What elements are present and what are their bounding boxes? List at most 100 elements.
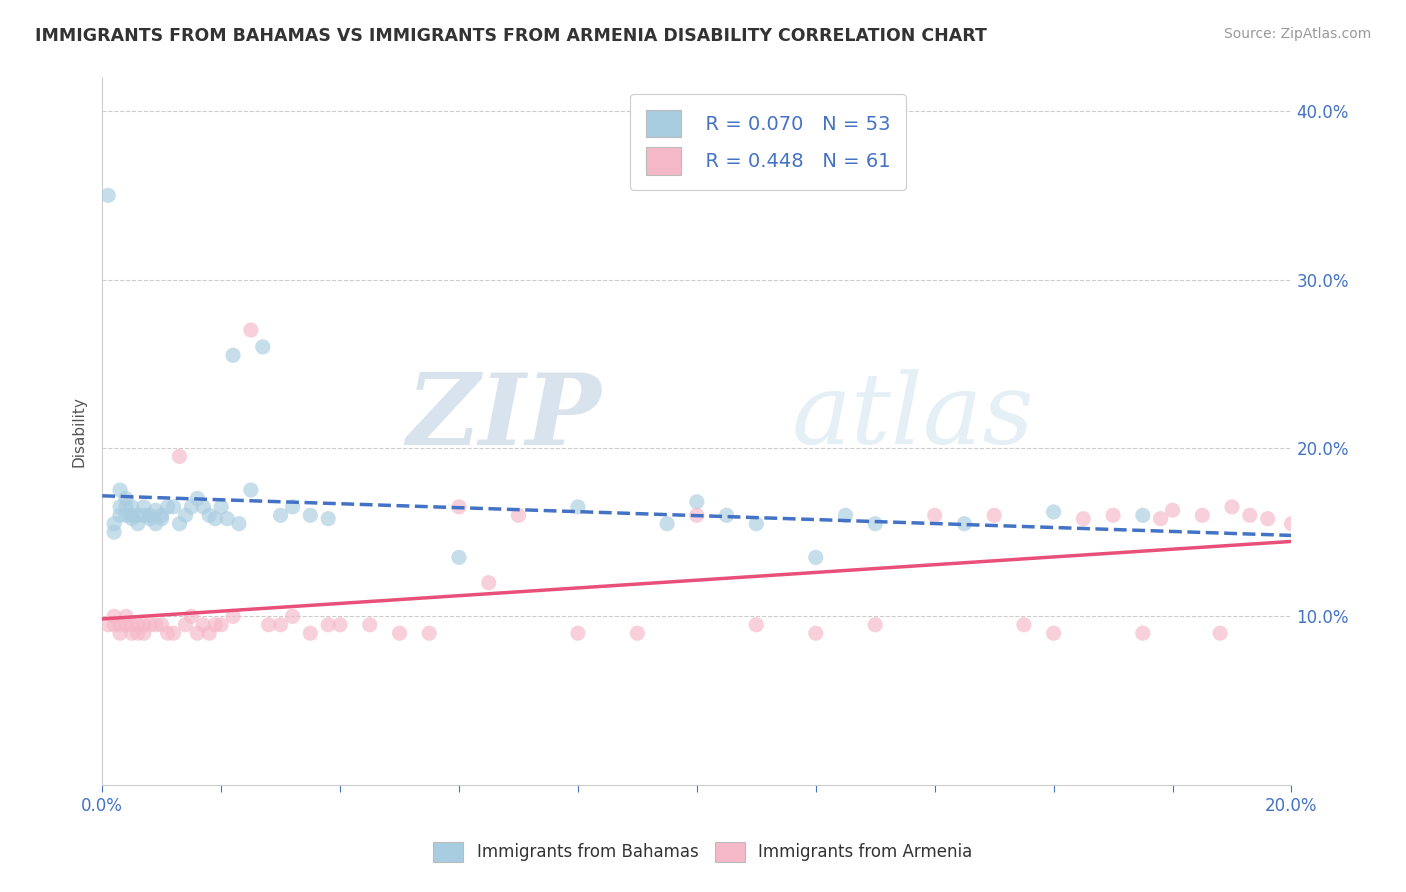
- Text: ZIP: ZIP: [406, 368, 602, 466]
- Point: [239, 323, 262, 337]
- Point: [299, 508, 322, 523]
- Point: [121, 508, 143, 523]
- Point: [127, 508, 149, 523]
- Point: [316, 511, 339, 525]
- Point: [1281, 516, 1303, 531]
- Point: [359, 617, 381, 632]
- Point: [132, 626, 155, 640]
- Point: [239, 483, 262, 497]
- Point: [121, 500, 143, 514]
- Point: [745, 617, 768, 632]
- Point: [127, 617, 149, 632]
- Point: [97, 617, 120, 632]
- Point: [139, 511, 162, 525]
- Point: [115, 508, 138, 523]
- Point: [115, 491, 138, 506]
- Point: [204, 511, 226, 525]
- Point: [121, 617, 143, 632]
- Point: [655, 516, 678, 531]
- Point: [1132, 508, 1154, 523]
- Point: [209, 500, 232, 514]
- Point: [329, 617, 352, 632]
- Point: [97, 188, 120, 202]
- Point: [567, 500, 589, 514]
- Point: [863, 516, 886, 531]
- Point: [953, 516, 976, 531]
- Point: [108, 483, 131, 497]
- Point: [139, 617, 162, 632]
- Point: [1073, 511, 1095, 525]
- Point: [121, 626, 143, 640]
- Point: [108, 500, 131, 514]
- Point: [169, 516, 191, 531]
- Point: [169, 450, 191, 464]
- Point: [228, 516, 250, 531]
- Point: [716, 508, 738, 523]
- Y-axis label: Disability: Disability: [72, 396, 86, 467]
- Point: [418, 626, 440, 640]
- Point: [174, 617, 197, 632]
- Text: atlas: atlas: [792, 369, 1035, 465]
- Point: [145, 617, 167, 632]
- Point: [388, 626, 411, 640]
- Point: [115, 500, 138, 514]
- Point: [108, 508, 131, 523]
- Point: [156, 626, 179, 640]
- Point: [204, 617, 226, 632]
- Point: [180, 609, 202, 624]
- Point: [121, 511, 143, 525]
- Point: [186, 626, 208, 640]
- Point: [834, 508, 856, 523]
- Point: [186, 491, 208, 506]
- Point: [686, 508, 709, 523]
- Point: [150, 511, 173, 525]
- Point: [281, 500, 304, 514]
- Point: [127, 626, 149, 640]
- Point: [103, 525, 125, 540]
- Point: [686, 495, 709, 509]
- Point: [983, 508, 1005, 523]
- Point: [478, 575, 501, 590]
- Point: [150, 508, 173, 523]
- Point: [162, 626, 184, 640]
- Point: [103, 617, 125, 632]
- Point: [193, 617, 215, 632]
- Point: [108, 617, 131, 632]
- Point: [103, 516, 125, 531]
- Point: [198, 508, 221, 523]
- Point: [567, 626, 589, 640]
- Point: [252, 340, 274, 354]
- Point: [1149, 511, 1171, 525]
- Point: [281, 609, 304, 624]
- Point: [270, 508, 292, 523]
- Point: [316, 617, 339, 632]
- Point: [115, 617, 138, 632]
- Point: [222, 609, 245, 624]
- Point: [108, 626, 131, 640]
- Point: [1257, 511, 1279, 525]
- Point: [270, 617, 292, 632]
- Point: [156, 500, 179, 514]
- Point: [1042, 626, 1064, 640]
- Point: [150, 617, 173, 632]
- Point: [198, 626, 221, 640]
- Point: [103, 609, 125, 624]
- Point: [447, 550, 470, 565]
- Point: [447, 500, 470, 514]
- Point: [132, 500, 155, 514]
- Point: [132, 617, 155, 632]
- Point: [1102, 508, 1125, 523]
- Text: Source: ZipAtlas.com: Source: ZipAtlas.com: [1223, 27, 1371, 41]
- Point: [1012, 617, 1035, 632]
- Point: [162, 500, 184, 514]
- Point: [924, 508, 946, 523]
- Point: [217, 511, 239, 525]
- Point: [863, 617, 886, 632]
- Point: [174, 508, 197, 523]
- Point: [745, 516, 768, 531]
- Point: [115, 609, 138, 624]
- Point: [1132, 626, 1154, 640]
- Point: [1220, 500, 1243, 514]
- Point: [193, 500, 215, 514]
- Legend:   R = 0.070   N = 53,   R = 0.448   N = 61: R = 0.070 N = 53, R = 0.448 N = 61: [630, 95, 905, 190]
